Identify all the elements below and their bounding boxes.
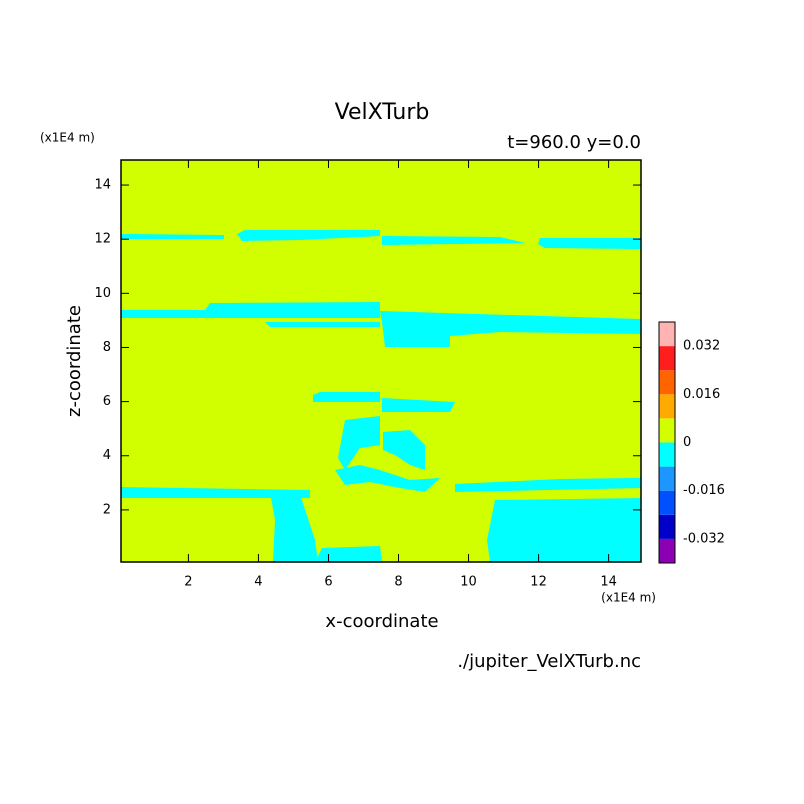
region xyxy=(538,238,641,249)
x-tick-label: 4 xyxy=(254,575,262,590)
colorbar-band xyxy=(659,466,675,491)
x-tick-label: 12 xyxy=(530,575,547,590)
y-tick-label: 12 xyxy=(94,232,111,247)
region xyxy=(380,311,641,347)
colorbar-tick-label: -0.032 xyxy=(683,531,725,546)
plot-frame xyxy=(120,159,642,563)
y-tick-label: 10 xyxy=(94,286,111,301)
region xyxy=(121,234,224,239)
colorbar-band xyxy=(659,346,675,371)
region xyxy=(237,230,380,241)
negative-regions xyxy=(121,230,641,562)
colorbar-band xyxy=(659,490,675,515)
colorbar-band xyxy=(659,442,675,467)
region xyxy=(487,498,641,562)
x-tick-label: 14 xyxy=(600,575,617,590)
colorbar-band xyxy=(659,322,675,347)
region xyxy=(270,492,318,562)
x-axis-label: x-coordinate xyxy=(325,611,438,632)
colorbar-band xyxy=(659,370,675,395)
x-tick-label: 6 xyxy=(324,575,332,590)
y-unit: (x1E4 m) xyxy=(40,131,95,145)
y-tick-label: 2 xyxy=(103,502,111,517)
chart-title: VelXTurb xyxy=(335,100,430,125)
y-tick-label: 6 xyxy=(103,394,111,409)
chart-subtitle: t=960.0 y=0.0 xyxy=(507,132,641,153)
colorbar-band xyxy=(659,538,675,563)
colorbar-tick-label: 0.016 xyxy=(683,387,720,402)
colorbar-band xyxy=(659,394,675,419)
y-tick-label: 8 xyxy=(103,340,111,355)
region xyxy=(121,487,310,498)
region xyxy=(338,416,380,470)
region xyxy=(315,546,382,562)
axes: 2 4 6 8 10 12 14 2 4 6 8 10 12 14 xyxy=(94,160,641,590)
region xyxy=(335,465,440,492)
x-tick-label: 2 xyxy=(184,575,192,590)
region xyxy=(121,302,380,318)
colorbar-tick-label: -0.016 xyxy=(683,483,725,498)
region xyxy=(455,478,641,492)
colorbar-frame xyxy=(658,321,676,564)
source-file: ./jupiter_VelXTurb.nc xyxy=(457,651,641,672)
colorbar-tick-label: 0.032 xyxy=(683,339,720,354)
x-tick-label: 10 xyxy=(460,575,477,590)
x-tick-label: 8 xyxy=(394,575,402,590)
colorbar-band xyxy=(659,418,675,443)
y-tick-label: 14 xyxy=(94,178,111,193)
region xyxy=(383,430,425,470)
colorbar-band xyxy=(659,514,675,539)
colorbar-tick-label: 0 xyxy=(683,435,691,450)
y-axis-label: z-coordinate xyxy=(64,305,85,417)
region xyxy=(313,392,380,402)
region xyxy=(265,322,380,327)
x-unit: (x1E4 m) xyxy=(601,591,656,605)
region xyxy=(382,236,525,245)
region xyxy=(382,398,455,412)
colorbar: -0.032 -0.016 0 0.016 0.032 xyxy=(658,321,725,564)
y-tick-label: 4 xyxy=(103,448,111,463)
